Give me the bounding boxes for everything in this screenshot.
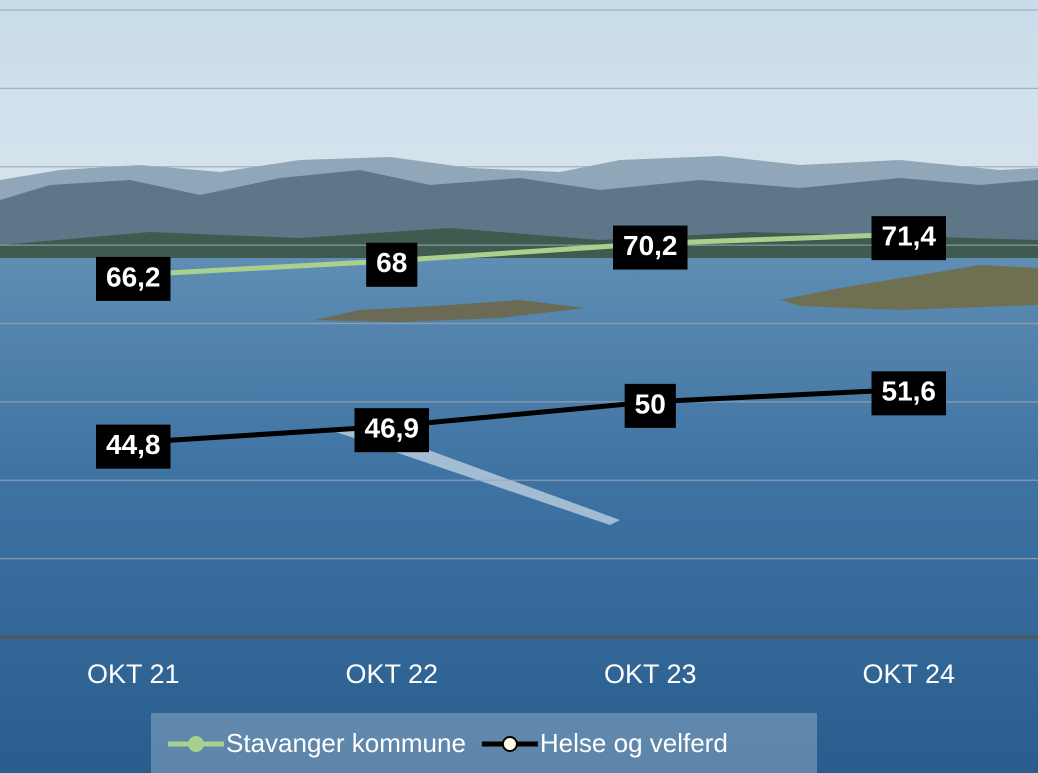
series-line	[133, 231, 909, 278]
legend-marker	[501, 736, 518, 752]
island	[315, 300, 585, 322]
data-label-box	[96, 256, 171, 301]
legend-label: Helse og velferd	[540, 728, 728, 758]
x-tick-label: OKT 23	[604, 659, 697, 689]
data-label: 50	[635, 388, 666, 419]
series-line	[133, 386, 909, 446]
legend-label: Stavanger kommune	[226, 728, 466, 758]
data-label: 71,4	[882, 221, 937, 252]
x-tick-label: OKT 22	[345, 659, 438, 689]
data-label-box	[366, 242, 418, 287]
sea	[0, 258, 1038, 773]
data-label: 68	[376, 247, 407, 278]
legend-marker	[188, 736, 204, 752]
x-tick-label: OKT 21	[87, 659, 180, 689]
data-label: 51,6	[882, 376, 937, 407]
data-label-box	[613, 225, 688, 270]
data-label-box	[96, 424, 171, 469]
data-label-box	[871, 371, 946, 416]
data-label: 44,8	[106, 429, 161, 460]
data-label-box	[354, 408, 429, 453]
data-label-box	[871, 216, 946, 261]
island	[780, 265, 1038, 310]
data-label: 46,9	[365, 413, 420, 444]
x-tick-label: OKT 24	[862, 659, 955, 689]
data-label: 70,2	[623, 230, 678, 261]
data-label-box	[624, 383, 676, 428]
data-label: 66,2	[106, 261, 161, 292]
